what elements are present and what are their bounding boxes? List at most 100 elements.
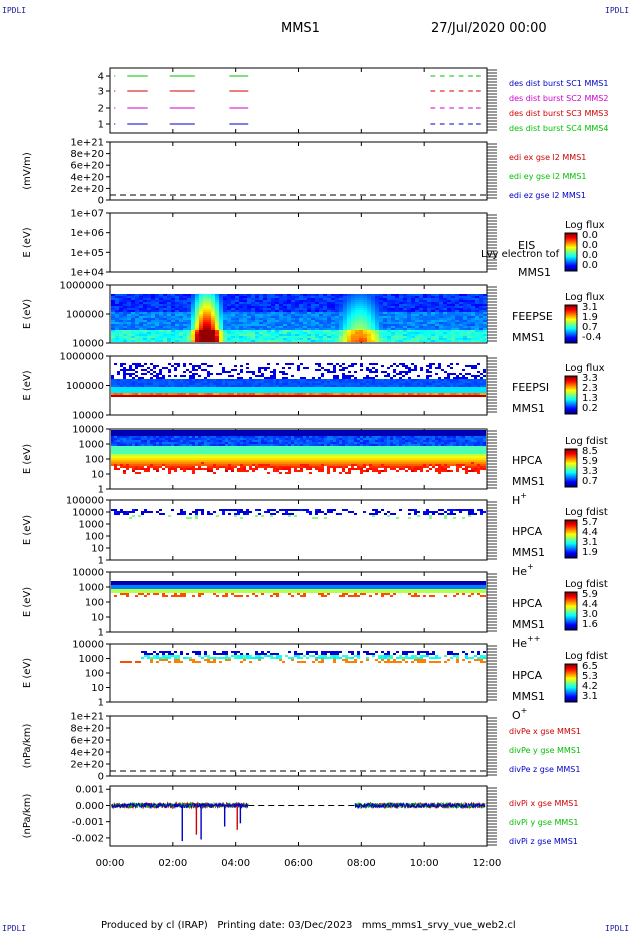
- panel-0-ytick-label: 4: [98, 72, 104, 83]
- panel-0-ytick-label: 3: [98, 87, 104, 98]
- panel-6-colorbar-cell: [565, 540, 577, 542]
- panel-4-ytick-label: 1000000: [59, 352, 104, 363]
- panel-3-colorbar-cell: [565, 305, 577, 307]
- panel-5-colorbar-cell: [565, 462, 577, 464]
- panel-8-colorbar-cell: [565, 673, 577, 675]
- panel-5-colorbar-tick: 3.3: [582, 466, 598, 477]
- panel-4-colorbar-cell: [565, 379, 577, 381]
- panel-4-colorbar-cell: [565, 398, 577, 400]
- panel-6-colorbar-frame: [564, 519, 578, 559]
- panel-5-colorbar-cell: [565, 467, 577, 469]
- panel-6-colorbar-cell: [565, 523, 577, 525]
- panel-7-colorbar-cell: [565, 623, 577, 625]
- panel-7-colorbar-cell: [565, 613, 577, 615]
- panel-6-colorbar-cell: [565, 537, 577, 539]
- panel-5-colorbar-cell: [565, 460, 577, 462]
- panel-1-frame: [109, 141, 488, 201]
- panel-3-colorbar-cell: [565, 317, 577, 319]
- panel-4-colorbar-cell: [565, 390, 577, 392]
- panel-7-colorbar-cell: [565, 598, 577, 600]
- panel-1-legend-1: edi ey gse l2 MMS1: [509, 172, 587, 181]
- panel-4-colorbar-cell: [565, 402, 577, 404]
- panel-3-colorbar-cell: [565, 309, 577, 311]
- panel-4-colorbar-cell: [565, 395, 577, 397]
- panel-8-colorbar-cell: [565, 697, 577, 699]
- panel-2-colorbar-cell: [565, 233, 577, 235]
- panel-5-ylabel: E (eV): [22, 444, 33, 474]
- panel-10-ytick-label: 0.001: [75, 785, 104, 796]
- panel-2-side-label: MMS1: [518, 266, 551, 279]
- panel-3-side-label: MMS1: [512, 331, 545, 344]
- panel-3-colorbar-cell: [565, 312, 577, 314]
- panel-8-colorbar-cell: [565, 698, 577, 700]
- panel-2-colorbar-cell: [565, 248, 577, 250]
- panel-5-heatmap: [111, 430, 486, 474]
- panel-4-colorbar-cell: [565, 384, 577, 386]
- panel-8-colorbar-cell: [565, 672, 577, 674]
- panel-1-legend-2: edi ez gse l2 MMS1: [509, 191, 586, 200]
- panel-6-colorbar-cell: [565, 541, 577, 543]
- panel-10-ytick-label: -0.001: [72, 817, 104, 828]
- panel-5-colorbar-cell: [565, 471, 577, 473]
- panel-4-colorbar-cell: [565, 411, 577, 413]
- panel-2-colorbar-tick: 0.0: [582, 240, 598, 251]
- panel-6-colorbar-cell: [565, 555, 577, 557]
- panel-7-ytick-label: 100: [85, 598, 104, 609]
- panel-6-colorbar-cell: [565, 522, 577, 524]
- panel-5-colorbar-cell: [565, 458, 577, 460]
- panel-2-colorbar-cell: [565, 266, 577, 268]
- panel-10-ylabel: (nPa/km): [22, 794, 33, 839]
- panel-6-colorbar-tick: 5.7: [582, 517, 598, 528]
- panel-2-colorbar-cell: [565, 237, 577, 239]
- panel-5-colorbar-cell: [565, 465, 577, 467]
- panel-4-colorbar-cell: [565, 394, 577, 396]
- panel-4-colorbar-cell: [565, 380, 577, 382]
- panel-3-colorbar-cell: [565, 329, 577, 331]
- panel-7-colorbar-cell: [565, 603, 577, 605]
- panel-9-ytick-label: 0: [98, 772, 104, 783]
- panel-6-colorbar-cell: [565, 539, 577, 541]
- panel-3-colorbar-cell: [565, 325, 577, 327]
- panel-8-side-label: O+: [512, 706, 527, 722]
- panel-5-colorbar-frame: [564, 448, 578, 488]
- time-axis-label: 12:00: [473, 858, 502, 869]
- panel-2-colorbar-cell: [565, 254, 577, 256]
- panel-6-colorbar-cell: [565, 527, 577, 529]
- panel-3-colorbar-tick: 0.7: [582, 322, 598, 333]
- panel-5-colorbar-title: Log fdist: [565, 436, 608, 447]
- panel-7-ylabel: E (eV): [22, 587, 33, 617]
- panel-8-colorbar-cell: [565, 687, 577, 689]
- panel-7-colorbar-cell: [565, 609, 577, 611]
- panel-7-side-label: MMS1: [512, 618, 545, 631]
- panel-3-colorbar-cell: [565, 327, 577, 329]
- panel-8-colorbar-cell: [565, 686, 577, 688]
- panel-8-colorbar-cell: [565, 688, 577, 690]
- panel-6-colorbar-cell: [565, 521, 577, 523]
- panel-6-ytick-label: 100: [85, 532, 104, 543]
- panel-3-colorbar-cell: [565, 323, 577, 325]
- panel-4-colorbar-cell: [565, 382, 577, 384]
- panel-8-side-label: HPCA: [512, 669, 543, 682]
- panel-9-ytick-label: 8e+20: [70, 724, 104, 735]
- panel-6-colorbar-cell: [565, 531, 577, 533]
- panel-0-frame: [109, 67, 488, 134]
- panel-10-legend-2: divPi z gse MMS1: [509, 837, 578, 846]
- panel-2-ytick-label: 1e+06: [70, 228, 104, 239]
- panel-8-colorbar-cell: [565, 684, 577, 686]
- time-axis-label: 02:00: [158, 858, 187, 869]
- corner-mark-top-left: IPDLI: [2, 6, 27, 15]
- panel-2-colorbar-tick: 0.0: [582, 250, 598, 261]
- panel-7-colorbar-cell: [565, 620, 577, 622]
- panel-3-colorbar-cell: [565, 336, 577, 338]
- panel-10-frame: [109, 785, 488, 847]
- panel-7-colorbar-cell: [565, 594, 577, 596]
- panel-2-colorbar-tick: 0.0: [582, 230, 598, 241]
- panel-6-colorbar-cell: [565, 551, 577, 553]
- panel-3-colorbar-cell: [565, 318, 577, 320]
- panel-6-colorbar-cell: [565, 535, 577, 537]
- burst-legend-2: des dist burst SC2 MMS2: [509, 94, 608, 103]
- panel-6-ytick-label: 1: [98, 556, 104, 567]
- panel-8-colorbar-cell: [565, 689, 577, 691]
- panel-8-side-label: MMS1: [512, 690, 545, 703]
- panel-3-colorbar-cell: [565, 331, 577, 333]
